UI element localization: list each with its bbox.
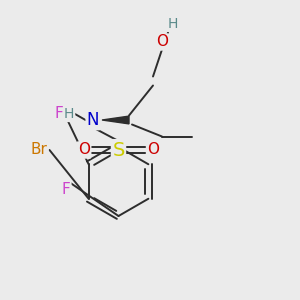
Text: O: O	[156, 34, 168, 50]
Text: F: F	[54, 106, 63, 122]
Polygon shape	[102, 116, 129, 124]
Text: H: H	[64, 107, 74, 121]
Text: O: O	[147, 142, 159, 158]
Text: Br: Br	[31, 142, 47, 158]
Text: F: F	[61, 182, 70, 196]
Text: O: O	[78, 142, 90, 158]
Text: N: N	[87, 111, 99, 129]
Text: H: H	[167, 17, 178, 31]
Text: S: S	[112, 140, 125, 160]
